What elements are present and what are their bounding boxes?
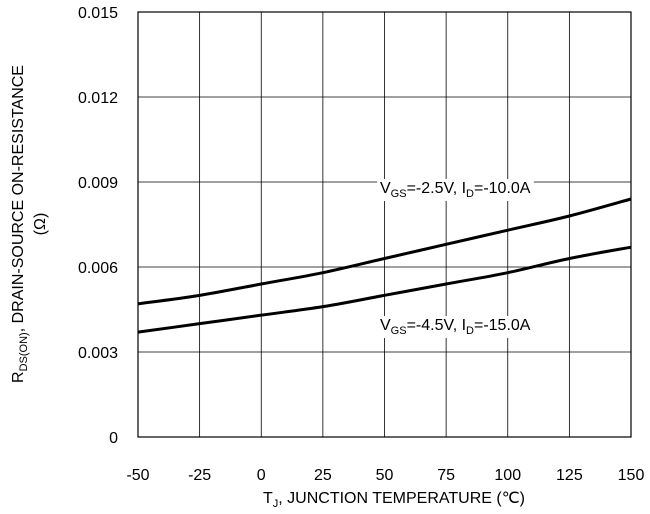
x-tick-label: 75 xyxy=(437,467,455,484)
series-line-vgs-4-5v xyxy=(137,245,632,334)
annotation-lower-mid: =-4.5V, I xyxy=(407,317,466,334)
x-axis-label: TJ, JUNCTION TEMPERATURE (℃) xyxy=(263,490,525,510)
annotation-upper-sub-v: GS xyxy=(391,188,407,200)
annotation-lower-sub-i: D xyxy=(466,325,474,337)
x-tick-label: 100 xyxy=(494,467,521,484)
annotation-upper: VGS=-2.5V, ID=-10.0A xyxy=(380,180,531,200)
annotation-background xyxy=(377,316,534,338)
x-tick-label: 50 xyxy=(376,467,394,484)
y-tick-label: 0.012 xyxy=(78,90,118,107)
y-tick-label: 0.015 xyxy=(78,5,118,22)
annotation-lower-tail: =-15.0A xyxy=(474,317,531,334)
annotation-upper-sub-i: D xyxy=(466,188,474,200)
x-tick-label: 150 xyxy=(618,467,645,484)
y-tick-label: 0 xyxy=(109,430,118,447)
annotation-upper-mid: =-2.5V, I xyxy=(407,180,466,197)
annotation-upper-tail: =-10.0A xyxy=(474,180,531,197)
y-tick-label: 0.003 xyxy=(78,345,118,362)
annotation-lower: VGS=-4.5V, ID=-15.0A xyxy=(380,317,531,337)
series-line-vgs-2-5v xyxy=(137,197,632,306)
y-axis-unit: (Ω) xyxy=(32,213,49,236)
grid xyxy=(138,12,631,437)
x-tick-label: -50 xyxy=(126,467,149,484)
x-tick-label: 125 xyxy=(556,467,583,484)
annotation-background xyxy=(377,179,534,201)
plot-frame xyxy=(137,11,632,438)
y-axis-label: RDS(ON), DRAIN-SOURCE ON-RESISTANCE xyxy=(10,65,30,383)
tick-labels: -50 -25 0 25 50 75 100 125 150 0 0.003 0.006 0.009 0.… xyxy=(78,5,644,484)
y-tick-label: 0.006 xyxy=(78,260,118,277)
annotation-lower-sub-v: GS xyxy=(391,325,407,337)
x-tick-label: 0 xyxy=(257,467,266,484)
x-tick-label: -25 xyxy=(188,467,211,484)
x-tick-label: 25 xyxy=(314,467,332,484)
y-tick-label: 0.009 xyxy=(78,175,118,192)
series-layer xyxy=(137,179,632,338)
